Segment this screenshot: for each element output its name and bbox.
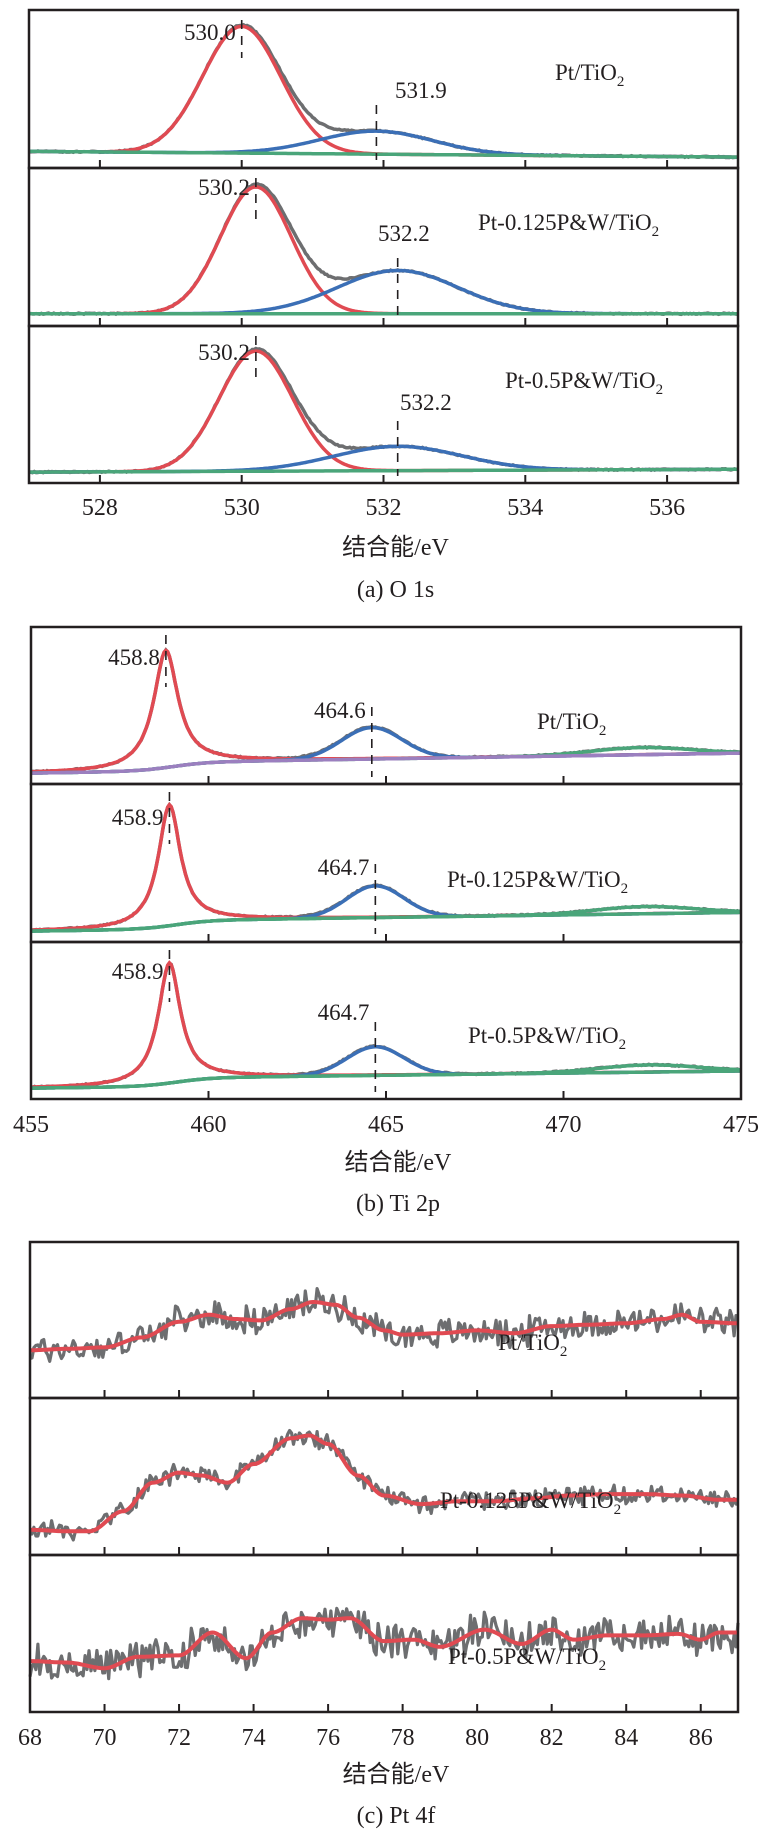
raw-data-line [28,1606,740,1681]
subplot-frame [27,166,740,328]
sample-label: Pt-0.5P&W/TiO2 [505,368,663,398]
background-line [31,910,741,933]
x-tick-label: 80 [465,1725,489,1751]
x-tick-label: 82 [540,1725,564,1751]
x-axis-label: 结合能/eV [343,1761,450,1788]
x-axis-label: 结合能/eV [342,534,449,561]
subplot-o1s-1: 530.0 531.9 Pt/TiO2 [27,8,740,170]
peak-label: 532.2 [400,390,452,415]
fit-line [29,1433,739,1534]
sample-label: Pt-0.125P&W/TiO2 [447,867,628,897]
panel-o1s: 530.0 531.9 Pt/TiO2 530.2 532.2 Pt-0.125P&W/T… [27,8,740,603]
subplot-frame [27,8,740,170]
x-tick-label: 475 [723,1112,759,1138]
sample-label: Pt-0.125P&W/TiO2 [440,1488,621,1518]
sample-label: Pt/TiO2 [537,709,606,739]
peak1-line [29,185,738,316]
peak-label: 458.9 [112,959,164,984]
panel-caption: (c) Pt 4f [357,1803,436,1829]
x-tick-label: 528 [82,495,118,521]
peak2-line [29,268,738,316]
subplot-frame [28,1396,740,1557]
peak-label: 530.0 [184,20,236,45]
subplot-ti2p-2: 458.9 464.7 Pt-0.125P&W/TiO2 [29,782,743,944]
x-tick-label: 530 [224,495,260,521]
subplot-o1s-2: 530.2 532.2 Pt-0.125P&W/TiO2 [27,166,740,328]
raw-data-line [28,182,739,317]
peak1-line [29,24,738,159]
panel-caption: (b) Ti 2p [356,1191,440,1217]
subplot-frame [28,1240,740,1400]
peak-label: 464.6 [314,698,366,723]
x-tick-label: 68 [18,1725,42,1751]
x-tick-label: 470 [546,1112,582,1138]
fit-line [29,1616,739,1671]
x-tick-label: 70 [93,1725,117,1751]
subplot-ti2p-3: 458.9 464.7 Pt-0.5P&W/TiO2 [29,940,743,1101]
background-line [29,149,738,159]
x-tick-label: 455 [13,1112,49,1138]
x-tick-label: 84 [614,1725,638,1751]
x-axis-label: 结合能/eV [345,1149,452,1176]
peak-label: 464.7 [318,855,370,880]
x-tick-label: 534 [507,495,543,521]
subplot-ti2p-1: 458.8 464.6 Pt/TiO2 [29,625,743,786]
subplot-o1s-3: 530.2 532.2 Pt-0.5P&W/TiO2 [27,324,740,485]
subplot-frame [27,324,740,485]
x-tick-label: 76 [316,1725,340,1751]
peak-label: 458.9 [112,805,164,830]
x-tick-label: 532 [366,495,402,521]
panel-ti2p: 458.8 464.6 Pt/TiO2 458.9 464.7 Pt-0.125P&W/T… [13,625,759,1217]
subplot-pt4f-2: Pt-0.125P&W/TiO2 [28,1396,740,1557]
peak-label: 532.2 [378,221,430,246]
subplot-pt4f-1: Pt/TiO2 [28,1240,740,1400]
raw-data-line [29,1428,739,1542]
background-line [31,1069,741,1090]
peak2-line [31,725,741,775]
sample-label: Pt-0.125P&W/TiO2 [478,210,659,240]
sample-label: Pt-0.5P&W/TiO2 [468,1023,626,1053]
x-tick-label: 465 [368,1112,404,1138]
subplot-pt4f-3: Pt-0.5P&W/TiO2 [28,1553,740,1714]
panel-pt4f: Pt/TiO2 Pt-0.125P&W/TiO2 Pt-0.5P&W/TiO2 68 7… [18,1240,740,1829]
x-tick-label: 74 [242,1725,266,1751]
peak-label: 458.8 [108,645,160,670]
x-tick-label: 86 [689,1725,713,1751]
raw-data-line [28,22,738,160]
background-line [31,751,741,775]
sample-label: Pt/TiO2 [498,1330,567,1360]
sample-label: Pt/TiO2 [555,60,624,90]
peak-label: 530.2 [198,175,250,200]
x-tick-label: 78 [391,1725,415,1751]
x-tick-label: 536 [649,495,685,521]
subplot-frame [28,1553,740,1714]
peak-label: 464.7 [318,1000,370,1025]
background-line [29,467,738,474]
panel-caption: (a) O 1s [357,577,434,603]
x-tick-label: 72 [167,1725,191,1751]
peak-label: 530.2 [198,340,250,365]
fit-line [29,1300,739,1353]
peak-label: 531.9 [395,78,447,103]
sample-label: Pt-0.5P&W/TiO2 [448,1644,606,1674]
x-tick-label: 460 [191,1112,227,1138]
